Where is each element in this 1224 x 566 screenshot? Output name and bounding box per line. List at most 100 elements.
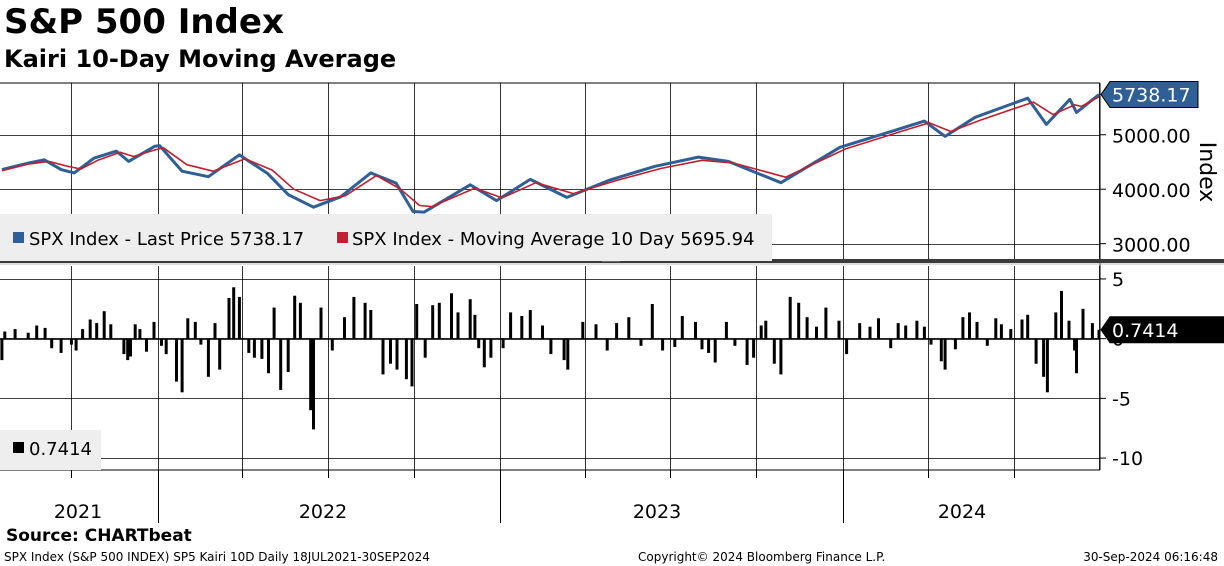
- kairi-bar-7: [59, 338, 63, 353]
- legend-label-kairi: 0.7414: [29, 439, 92, 460]
- kairi-bar-46: [319, 307, 323, 339]
- kairi-bar-17: [129, 338, 132, 357]
- kairi-bar-135: [1090, 323, 1094, 339]
- kairi-bar-73: [549, 338, 553, 355]
- kairi-bar-115: [943, 338, 947, 370]
- kairi-bar-127: [1042, 338, 1046, 377]
- kairi-bar-65: [477, 338, 481, 349]
- chart-frame: [0, 82, 1224, 471]
- kairi-value-tag-label: 0.7414: [1112, 320, 1178, 342]
- moving-average-line: [1, 96, 1100, 208]
- kairi-bar-100: [805, 317, 809, 339]
- chart-subtitle: Kairi 10-Day Moving Average: [4, 45, 397, 73]
- kairi-bar-10: [81, 329, 85, 339]
- kairi-bar-49: [352, 296, 356, 339]
- legend-swatch-moving-average: [337, 232, 348, 243]
- kairi-bar-27: [193, 321, 197, 339]
- kairi-bar-44: [309, 338, 313, 411]
- kairi-bar-108: [889, 338, 893, 349]
- last-price-tag: [1100, 81, 1199, 109]
- kairi-bar-70: [520, 316, 524, 339]
- kairi-bar-63: [468, 299, 472, 339]
- kairi-bar-33: [232, 287, 236, 339]
- kairi-bar-35: [247, 338, 251, 353]
- kairi-bar-1: [3, 331, 7, 339]
- kairi-bar-21: [152, 321, 156, 339]
- kairi-bar-23: [164, 338, 168, 355]
- kairi-bar-104: [845, 338, 849, 355]
- kairi-bar-82: [650, 304, 654, 339]
- kairi-bar-38: [267, 338, 270, 374]
- kairi-bar-0: [0, 338, 4, 361]
- kairi-bar-37: [260, 338, 264, 359]
- kairi-bar-8: [69, 338, 73, 345]
- kairi-bar-26: [186, 318, 190, 339]
- kairi-bar-68: [501, 338, 505, 349]
- kairi-bar-134: [1081, 308, 1085, 339]
- price-legend-box: [0, 214, 772, 261]
- kairi-bar-94: [759, 325, 763, 339]
- kairi-bar-69: [509, 312, 513, 339]
- footer-ticker-info: SPX Index (S&P 500 INDEX) SP5 Kairi 10D …: [4, 550, 430, 564]
- kairi-bar-19: [138, 329, 142, 339]
- kairi-bar-42: [293, 295, 297, 339]
- kairi-bar-101: [815, 326, 818, 339]
- legend-label-last-price: SPX Index - Last Price 5738.17: [29, 229, 304, 250]
- kairi-bar-109: [896, 323, 900, 339]
- kairi-bar-103: [837, 320, 841, 339]
- kairi-bar-110: [904, 325, 908, 339]
- price-panel: [1, 93, 1100, 214]
- kairi-bar-81: [639, 338, 643, 346]
- kairi-bar-105: [858, 323, 862, 339]
- footer-timestamp: 30-Sep-2024 06:16:48: [1083, 550, 1218, 564]
- kairi-bar-123: [1009, 329, 1013, 339]
- kairi-bar-117: [961, 317, 965, 339]
- kairi-bar-84: [673, 338, 677, 347]
- gridlines: [0, 83, 1100, 470]
- kairi-bar-16: [126, 338, 130, 361]
- kairi-bar-62: [456, 312, 460, 339]
- kairi-bar-66: [482, 338, 486, 368]
- kairi-bar-53: [389, 338, 392, 364]
- kairi-bar-97: [779, 338, 783, 375]
- x-year-label-1: 2022: [299, 501, 347, 523]
- kairi-bar-11: [88, 319, 92, 339]
- kairi-bar-92: [745, 338, 749, 365]
- kairi-ytick-label-1: -5: [1112, 388, 1131, 410]
- kairi-bar-31: [218, 338, 222, 370]
- price-ytick-label-2: 5000.00: [1112, 126, 1191, 148]
- kairi-bar-50: [363, 302, 367, 339]
- kairi-bar-56: [410, 338, 414, 387]
- kairi-bar-122: [999, 324, 1003, 339]
- kairi-bar-60: [437, 302, 441, 339]
- kairi-bar-116: [953, 338, 957, 350]
- kairi-bar-131: [1067, 320, 1071, 339]
- x-year-label-2: 2023: [633, 501, 681, 523]
- kairi-bar-39: [272, 307, 276, 339]
- last-price-tag-label: 5738.17: [1112, 85, 1191, 107]
- kairi-bar-107: [877, 318, 880, 339]
- kairi-bar-54: [395, 338, 399, 370]
- kairi-bar-52: [381, 338, 385, 375]
- kairi-bar-89: [713, 338, 717, 363]
- kairi-bar-124: [1020, 319, 1024, 339]
- footer-copyright: Copyright© 2024 Bloomberg Finance L.P.: [638, 550, 886, 564]
- kairi-bar-20: [145, 338, 148, 352]
- kairi-bar-133: [1075, 338, 1078, 374]
- kairi-bar-90: [724, 321, 728, 339]
- kairi-bar-43: [298, 302, 302, 339]
- kairi-bar-36: [252, 338, 256, 358]
- kairi-bar-99: [797, 302, 801, 339]
- kairi-bar-4: [35, 325, 39, 339]
- kairi-bar-119: [975, 321, 979, 339]
- kairi-bar-106: [868, 326, 872, 339]
- kairi-bar-83: [661, 338, 665, 351]
- kairi-bar-93: [752, 338, 756, 358]
- kairi-bar-72: [541, 325, 544, 339]
- kairi-bar-91: [733, 338, 737, 346]
- kairi-bar-67: [489, 338, 493, 358]
- kairi-bar-5: [43, 327, 47, 339]
- kairi-bar-76: [581, 321, 585, 339]
- kairi-bar-61: [450, 293, 453, 339]
- kairi-bar-121: [994, 318, 998, 339]
